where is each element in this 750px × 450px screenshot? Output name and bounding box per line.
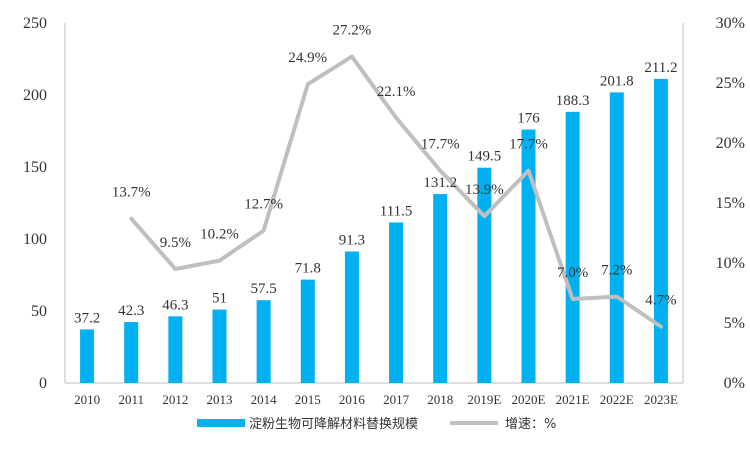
x-tick-label: 2010 <box>74 392 100 407</box>
bar-value-label: 57.5 <box>251 281 277 297</box>
x-tick-label: 2011 <box>118 392 144 407</box>
y-right-tick-label: 20% <box>716 135 745 152</box>
bar <box>565 111 580 384</box>
bar <box>477 167 492 383</box>
legend-line-label: 增速：% <box>505 417 556 432</box>
legend-bar-swatch <box>197 419 245 427</box>
bar <box>168 316 183 383</box>
growth-value-label: 10.2% <box>200 227 239 243</box>
bar <box>344 251 359 383</box>
y-right-tick-label: 5% <box>724 315 745 332</box>
growth-value-label: 27.2% <box>333 23 372 39</box>
y-right-tick-label: 30% <box>716 15 745 32</box>
x-tick-label: 2017 <box>383 392 410 407</box>
bar-value-label: 201.8 <box>600 73 634 89</box>
bar <box>212 309 227 383</box>
growth-value-label: 17.7% <box>509 137 548 153</box>
bar-value-label: 111.5 <box>380 203 413 219</box>
growth-value-label: 13.9% <box>465 182 504 198</box>
bar-value-label: 71.8 <box>295 261 321 277</box>
growth-value-label: 7.2% <box>601 263 632 279</box>
x-tick-label: 2018 <box>427 392 453 407</box>
y-right-tick-label: 25% <box>716 75 745 92</box>
y-left-tick-label: 200 <box>23 87 47 104</box>
x-tick-label: 2012 <box>162 392 188 407</box>
bar <box>80 329 95 383</box>
bar <box>653 78 668 383</box>
y-left-tick-label: 0 <box>39 375 47 392</box>
growth-value-label: 13.7% <box>112 185 151 201</box>
growth-value-label: 24.9% <box>288 50 327 66</box>
bar-series <box>80 78 668 384</box>
bar-value-label: 46.3 <box>162 297 188 313</box>
y-left-tick-label: 250 <box>23 15 47 32</box>
growth-value-label: 22.1% <box>377 84 416 100</box>
growth-line-series <box>129 54 663 329</box>
x-tick-label: 2014 <box>251 392 278 407</box>
y-right-tick-label: 10% <box>716 255 745 272</box>
legend-bar-label: 淀粉生物可降解材料替换规模 <box>249 417 418 432</box>
bar <box>609 92 624 384</box>
bar <box>433 194 448 383</box>
bar-value-label: 91.3 <box>339 233 365 249</box>
x-tick-label: 2020E <box>512 392 546 407</box>
x-tick-label: 2021E <box>556 392 590 407</box>
bar <box>124 322 139 383</box>
bar-value-label: 176 <box>517 111 540 127</box>
bar-value-label: 211.2 <box>644 60 677 76</box>
growth-value-label: 7.0% <box>557 265 588 281</box>
legend: 淀粉生物可降解材料替换规模 增速：% <box>197 417 556 432</box>
growth-value-label: 12.7% <box>244 197 283 213</box>
bar-value-label: 149.5 <box>467 149 501 165</box>
y-left-tick-label: 150 <box>23 159 47 176</box>
y-left-tick-label: 100 <box>23 231 47 248</box>
chart-axes: 0 50 100 150 200 250 0% 5% 10% 15% 20% 25% 30% 2010 20… <box>23 15 745 407</box>
y-right-tick-label: 0% <box>724 375 745 392</box>
bar <box>300 279 315 383</box>
x-tick-label: 2023E <box>644 392 678 407</box>
bar-value-label: 42.3 <box>118 303 144 319</box>
bar-value-label: 51 <box>212 291 227 307</box>
y-left-tick-label: 50 <box>31 303 47 320</box>
bar-value-label: 188.3 <box>556 93 590 109</box>
x-tick-label: 2016 <box>339 392 366 407</box>
bar <box>389 222 404 383</box>
bar <box>256 300 271 383</box>
x-tick-label: 2013 <box>207 392 233 407</box>
bar-value-label: 37.2 <box>74 310 100 326</box>
y-right-tick-label: 15% <box>716 195 745 212</box>
growth-value-label: 17.7% <box>421 137 460 153</box>
bar-value-label: 131.2 <box>423 175 457 191</box>
x-tick-label: 2022E <box>600 392 634 407</box>
growth-value-label: 9.5% <box>160 235 191 251</box>
x-tick-label: 2019E <box>467 392 501 407</box>
growth-value-label: 4.7% <box>645 293 676 309</box>
growth-line <box>129 54 663 329</box>
bar <box>521 129 536 383</box>
x-tick-label: 2015 <box>295 392 321 407</box>
data-labels: 37.2 42.3 46.3 51 57.5 71.8 91.3 111.5 131.2 149.… <box>74 23 678 327</box>
